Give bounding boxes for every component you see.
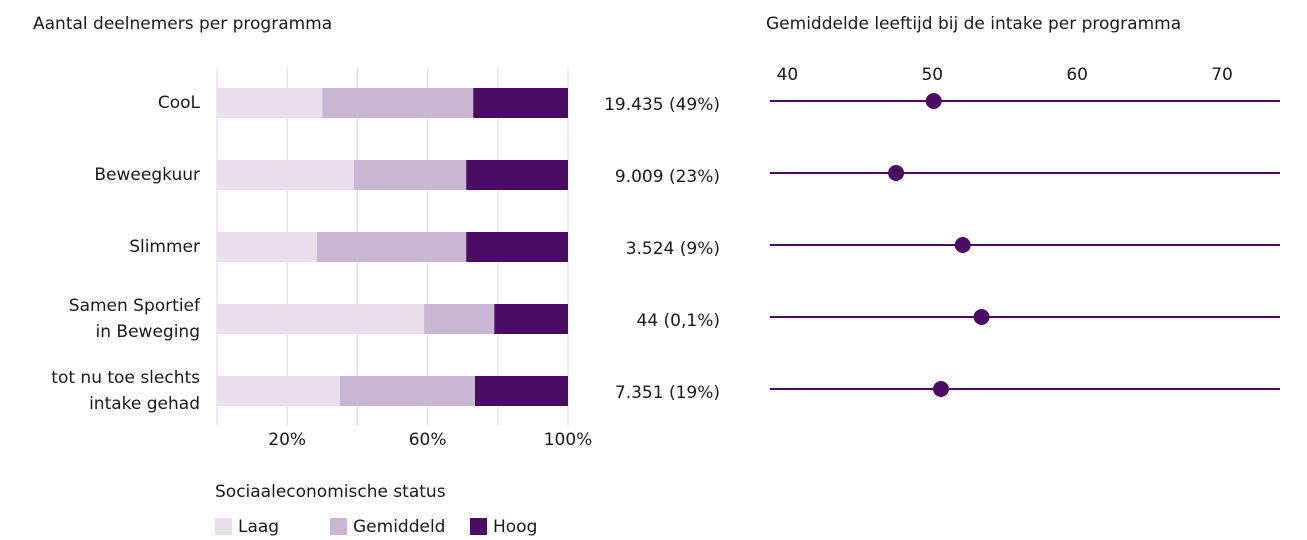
category-line: in Beweging <box>96 322 200 342</box>
bar-segment <box>424 304 495 334</box>
legend-title: Sociaaleconomische status <box>215 482 446 502</box>
legend-swatch <box>470 518 487 535</box>
bar-segment <box>474 376 568 406</box>
x-tick-label: 20% <box>268 430 306 450</box>
category-label: tot nu toe slechts intake gehad <box>51 368 200 414</box>
x-tick-label: 60% <box>409 430 447 450</box>
legend-swatch <box>215 518 232 535</box>
bar-label: 9.009 (23%) <box>615 167 720 187</box>
bar-label: 19.435 (49%) <box>604 95 720 115</box>
bar-label: 7.351 (19%) <box>615 383 720 403</box>
dot <box>888 165 905 181</box>
x-tick-label: 40 <box>777 65 799 85</box>
x-tick-label: 70 <box>1211 65 1233 85</box>
bar-segment <box>217 88 323 118</box>
bar-segment <box>473 88 568 118</box>
bar-segment <box>466 232 568 262</box>
bar-segment <box>217 160 354 190</box>
category-line: Samen Sportief <box>69 296 201 316</box>
x-tick-label: 50 <box>921 65 943 85</box>
right-title: Gemiddelde leeftijd bij de intake per pr… <box>766 14 1181 34</box>
bar-segment <box>322 88 474 118</box>
dot <box>932 381 949 397</box>
legend-swatch <box>330 518 347 535</box>
legend-label: Gemiddeld <box>353 517 445 537</box>
dot <box>954 237 971 253</box>
bar-segment <box>317 232 467 262</box>
bar-segment <box>217 232 318 262</box>
bar-label: 44 (0,1%) <box>637 311 721 331</box>
category-label: Beweegkuur <box>94 165 200 185</box>
x-tick-label: 100% <box>544 430 593 450</box>
x-tick-label: 60 <box>1066 65 1088 85</box>
bar-segment <box>339 376 475 406</box>
dot <box>925 93 942 109</box>
legend-label: Hoog <box>493 517 537 537</box>
left-title: Aantal deelnemers per programma <box>33 14 332 34</box>
dot <box>973 309 990 325</box>
bar-segment <box>217 304 425 334</box>
legend-label: Laag <box>238 517 279 537</box>
category-label: Samen Sportief in Beweging <box>69 296 201 342</box>
category-line: intake gehad <box>89 394 200 414</box>
bar-segment <box>466 160 568 190</box>
bar-label: 3.524 (9%) <box>626 239 720 259</box>
bar-segment <box>353 160 467 190</box>
category-line: tot nu toe slechts <box>51 368 200 388</box>
category-label: CooL <box>158 93 201 113</box>
bar-segment <box>217 376 340 406</box>
category-label: Slimmer <box>129 237 200 257</box>
bar-segment <box>494 304 568 334</box>
